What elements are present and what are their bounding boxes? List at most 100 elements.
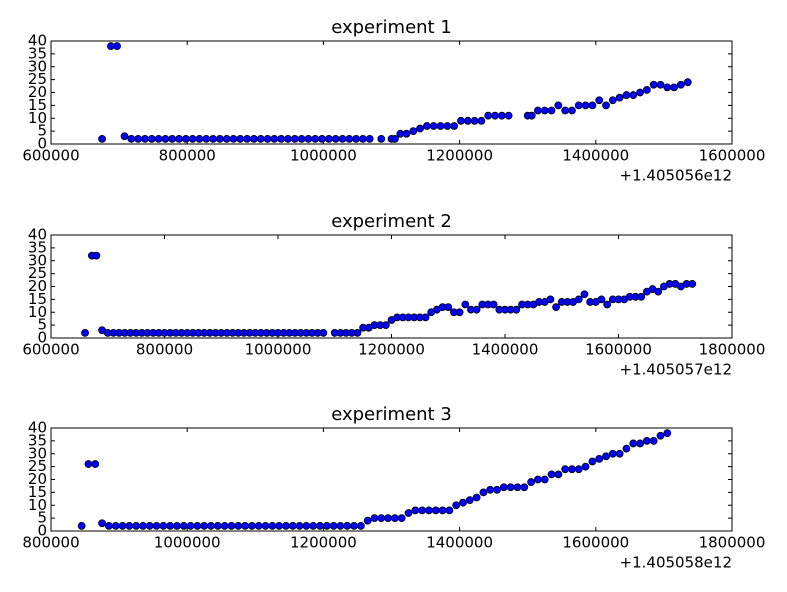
x-tick-label: 1000000	[245, 341, 312, 359]
x-tick-label: 1400000	[426, 534, 493, 552]
point	[506, 483, 515, 492]
x-tick-label: 600000	[22, 147, 79, 165]
point	[568, 465, 576, 474]
y-tick-label: 20	[28, 470, 47, 488]
point	[222, 134, 231, 143]
point	[486, 485, 495, 494]
point	[470, 116, 479, 125]
point	[270, 134, 279, 143]
point	[677, 80, 685, 89]
point	[179, 521, 188, 530]
point	[491, 111, 499, 120]
point	[421, 313, 430, 322]
y-tick-label: 30	[28, 444, 47, 462]
point	[173, 521, 181, 530]
point	[282, 521, 290, 530]
point	[683, 78, 692, 87]
point	[504, 111, 513, 120]
point	[295, 521, 304, 530]
point	[84, 460, 93, 468]
point	[227, 521, 236, 530]
y-tick-label: 25	[28, 457, 47, 475]
point	[450, 122, 459, 130]
x-tick-label: 1400000	[472, 341, 539, 359]
point	[418, 506, 427, 515]
point	[370, 514, 379, 523]
point	[561, 106, 570, 115]
point	[597, 295, 606, 304]
point	[588, 457, 597, 466]
point	[254, 521, 263, 530]
point	[656, 80, 665, 89]
y-tick-label: 10	[28, 109, 47, 127]
point	[391, 514, 399, 523]
point	[499, 483, 508, 492]
point	[159, 521, 168, 530]
point	[324, 134, 333, 143]
point	[512, 305, 521, 314]
x-offset-label: +1.405056e12	[620, 167, 732, 185]
point	[209, 134, 217, 143]
point	[152, 521, 161, 530]
y-tick-label: 15	[28, 96, 47, 114]
point	[465, 496, 474, 505]
point	[397, 514, 406, 523]
point	[484, 111, 493, 120]
point	[343, 521, 352, 530]
point	[213, 521, 222, 530]
point	[472, 305, 481, 314]
point	[568, 106, 576, 115]
point	[574, 295, 583, 304]
point	[166, 521, 175, 530]
x-offset-label: +1.405058e12	[620, 554, 732, 572]
point	[493, 485, 501, 494]
point	[352, 134, 360, 143]
point	[603, 300, 612, 309]
point	[202, 134, 211, 143]
point	[81, 328, 89, 337]
y-tick-label: 30	[28, 57, 47, 75]
point	[552, 303, 560, 312]
point	[409, 127, 418, 136]
x-tick-label: 1600000	[699, 147, 766, 165]
point	[581, 101, 590, 110]
point	[445, 506, 454, 515]
point	[322, 521, 331, 530]
point	[161, 134, 170, 143]
point	[186, 521, 195, 530]
point	[168, 134, 177, 143]
point	[416, 124, 425, 133]
point	[595, 96, 604, 105]
point	[429, 122, 438, 130]
point	[319, 328, 328, 337]
point	[193, 521, 202, 530]
point	[195, 134, 204, 143]
y-tick-label: 10	[28, 303, 47, 321]
point	[637, 292, 646, 301]
point	[520, 483, 529, 492]
point	[288, 521, 297, 530]
y-tick-label: 35	[28, 431, 47, 449]
point	[663, 429, 672, 438]
point	[338, 134, 347, 143]
point	[98, 134, 106, 143]
y-tick-label: 15	[28, 290, 47, 308]
point	[384, 514, 392, 523]
point	[247, 521, 256, 530]
point	[200, 521, 209, 530]
point	[188, 134, 197, 143]
point	[220, 521, 229, 530]
point	[497, 111, 506, 120]
point	[345, 134, 354, 143]
x-tick-label: 1200000	[290, 534, 357, 552]
point	[125, 521, 134, 530]
y-tick-label: 20	[28, 277, 47, 295]
x-tick-label: 1600000	[562, 534, 629, 552]
point	[336, 521, 345, 530]
point	[423, 122, 431, 130]
point	[134, 134, 143, 143]
point	[457, 116, 465, 125]
subplot-title: experiment 3	[331, 404, 452, 425]
point	[241, 521, 249, 530]
y-tick-label: 30	[28, 251, 47, 269]
